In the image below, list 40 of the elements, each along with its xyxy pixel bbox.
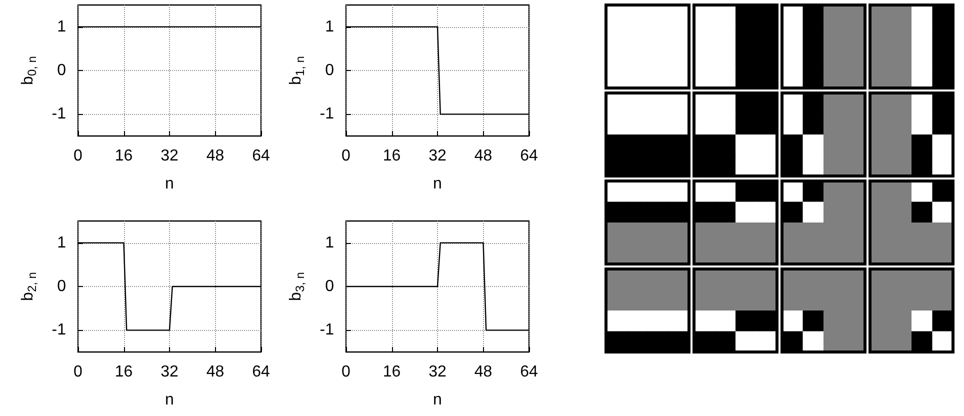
y-tick-label: -1	[320, 106, 334, 123]
x-tick-label: 64	[520, 148, 538, 164]
x-tick-label: 48	[474, 364, 492, 380]
x-axis-title: n	[433, 176, 442, 192]
x-tick-label: 16	[382, 148, 401, 164]
y-tick-label: 0	[325, 62, 334, 79]
x-tick-label: 48	[474, 148, 492, 164]
y-tick-label: -1	[320, 322, 334, 339]
y-tick-label: 0	[325, 278, 334, 295]
x-tick-label: 48	[206, 364, 224, 380]
x-tick-label: 0	[342, 364, 351, 380]
y-tick-label: 1	[57, 18, 66, 36]
x-tick-label: 0	[342, 148, 351, 164]
x-tick-label: 32	[428, 364, 446, 380]
y-axis-title: b3, n	[288, 272, 307, 301]
x-axis-title: n	[165, 176, 174, 192]
y-tick-label: 1	[57, 234, 66, 252]
y-tick-label: -1	[52, 322, 66, 339]
x-tick-label: 32	[160, 364, 178, 380]
x-axis-title: n	[165, 392, 174, 408]
x-tick-label: 32	[428, 148, 446, 164]
x-tick-label: 16	[382, 364, 401, 380]
x-tick-label: 64	[252, 364, 270, 380]
y-tick-label: 0	[57, 278, 66, 295]
y-axis-title: b1, n	[288, 56, 307, 85]
y-tick-label: 1	[325, 234, 334, 252]
x-tick-label: 64	[252, 148, 270, 164]
y-axis-title: b0, n	[20, 56, 39, 85]
y-tick-label: 1	[325, 18, 334, 36]
x-tick-label: 16	[114, 364, 133, 380]
x-tick-label: 64	[520, 364, 538, 380]
x-tick-label: 0	[74, 148, 83, 164]
y-tick-label: 0	[57, 62, 66, 79]
x-axis-title: n	[433, 392, 442, 408]
x-tick-label: 32	[160, 148, 178, 164]
x-tick-label: 16	[114, 148, 133, 164]
y-tick-label: -1	[52, 106, 66, 123]
y-axis-title: b2, n	[20, 272, 39, 301]
x-tick-label: 48	[206, 148, 224, 164]
x-tick-label: 0	[74, 364, 83, 380]
